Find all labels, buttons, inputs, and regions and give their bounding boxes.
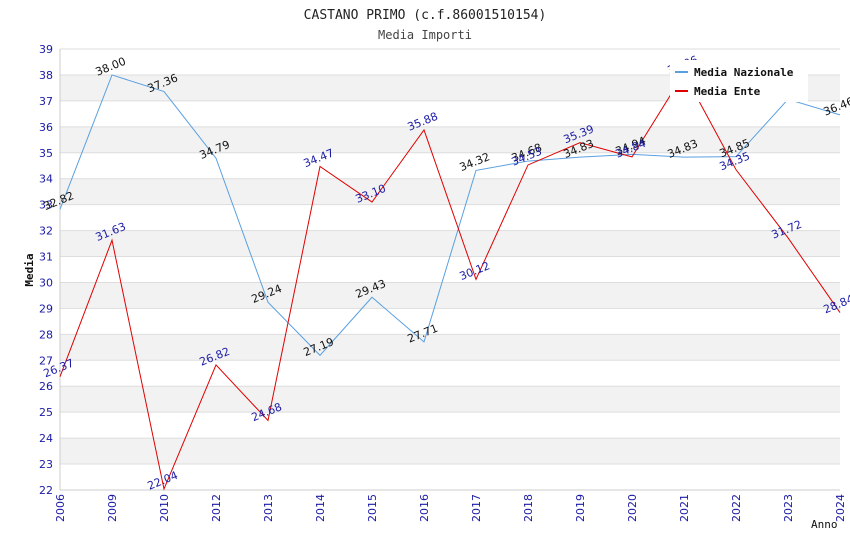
y-tick-label: 38 (39, 69, 53, 82)
series-line-media-ente (59, 72, 841, 491)
grid-band (60, 178, 840, 205)
y-tick-label: 35 (39, 147, 53, 160)
x-tick-label: 2018 (522, 494, 535, 522)
y-tick-label: 26 (39, 380, 53, 393)
y-tick-label: 27 (39, 354, 53, 367)
series-line-media-nazionale (59, 74, 841, 357)
chart-title: CASTANO PRIMO (c.f.86001510154) (304, 8, 547, 23)
grid-band (60, 126, 840, 153)
grid-band (60, 282, 840, 309)
x-tick-label: 2023 (782, 494, 795, 522)
y-tick-label: 29 (39, 302, 53, 315)
y-tick-label: 39 (39, 43, 53, 56)
x-tick-label: 2012 (210, 494, 223, 522)
y-axis-label: Media (23, 253, 36, 286)
grid-band (60, 334, 840, 361)
y-tick-label: 22 (39, 484, 53, 497)
x-tick-label: 2010 (158, 494, 171, 522)
y-tick-label: 34 (39, 173, 53, 186)
y-tick-label: 23 (39, 458, 53, 471)
y-tick-label: 24 (39, 432, 53, 445)
data-label-nazionale: 34.32 (458, 150, 492, 174)
legend-box (670, 60, 808, 102)
y-tick-label: 37 (39, 95, 53, 108)
chart-legend: Media Nazionale Media Ente (670, 60, 808, 102)
grid-bands (60, 74, 840, 465)
x-tick-label: 2019 (574, 494, 587, 522)
series-lines (59, 72, 841, 491)
grid-band (60, 230, 840, 257)
x-tick-label: 2014 (314, 494, 327, 522)
x-tick-label: 2006 (54, 494, 67, 522)
data-label-nazionale: 32.82 (42, 189, 76, 213)
data-label-ente: 22.04 (146, 469, 180, 493)
x-tick-label: 2009 (106, 494, 119, 522)
y-tick-label: 28 (39, 328, 53, 341)
y-tick-label: 36 (39, 121, 53, 134)
y-axis-ticks: 22 23 24 25 26 27 28 29 30 31 32 33 34 35 36 37 38 39 (39, 43, 53, 497)
x-tick-label: 2024 (834, 494, 847, 522)
x-tick-label: 2021 (678, 494, 691, 522)
chart-subtitle: Media Importi (378, 28, 472, 42)
y-tick-label: 32 (39, 225, 53, 238)
grid-band (60, 438, 840, 465)
x-tick-label: 2017 (470, 494, 483, 522)
y-tick-label: 30 (39, 276, 53, 289)
grid-band (60, 386, 840, 413)
data-label-ente: 30.12 (458, 259, 492, 283)
x-axis-label: Anno (811, 518, 838, 531)
x-tick-label: 2015 (366, 494, 379, 522)
y-tick-label: 33 (39, 199, 53, 212)
x-tick-label: 2020 (626, 494, 639, 522)
grid-lines (59, 48, 840, 491)
legend-label: Media Ente (694, 85, 761, 98)
data-labels: 32.8238.0037.3634.7929.2427.1929.4327.71… (42, 53, 850, 492)
y-tick-label: 31 (39, 251, 53, 264)
x-tick-label: 2022 (730, 494, 743, 522)
legend-label: Media Nazionale (694, 66, 794, 79)
x-tick-label: 2016 (418, 494, 431, 522)
y-tick-label: 25 (39, 406, 53, 419)
x-axis-ticks: 2006 2009 2010 2012 2013 2014 2015 2016 2017 2018… (54, 494, 847, 522)
x-tick-label: 2013 (262, 494, 275, 522)
